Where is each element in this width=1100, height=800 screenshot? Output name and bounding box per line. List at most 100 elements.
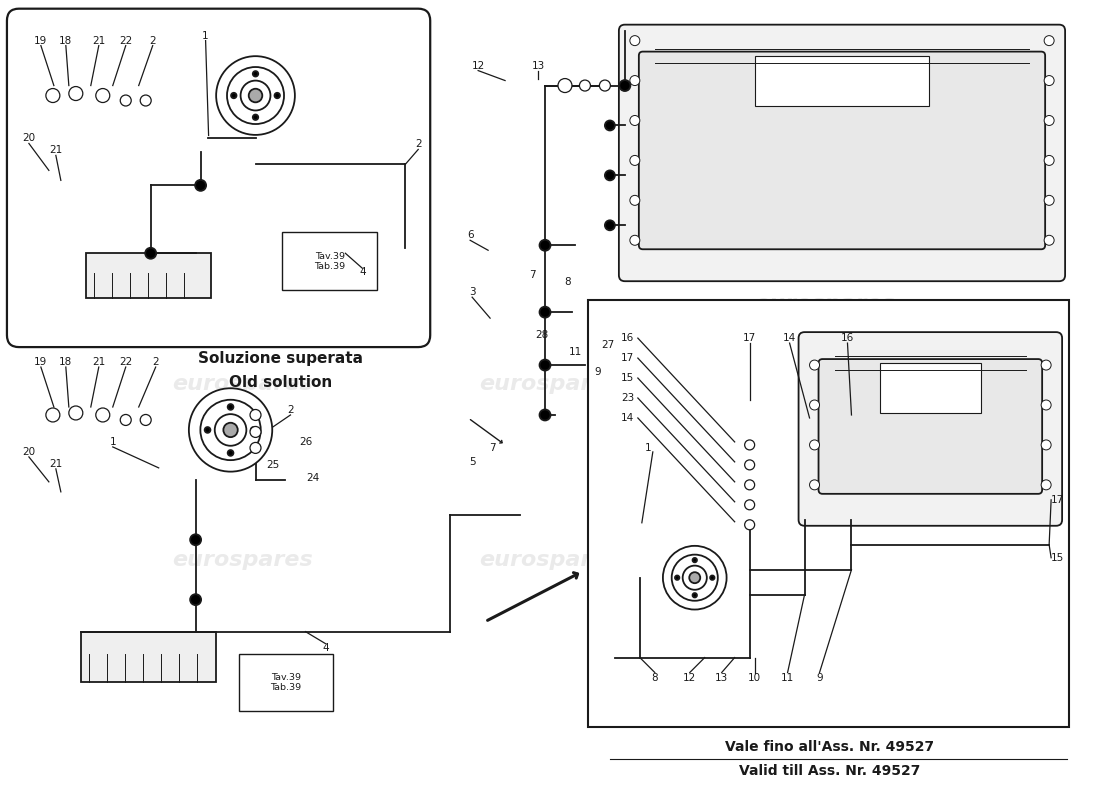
Circle shape [711, 575, 715, 580]
Text: 14: 14 [621, 413, 635, 423]
Text: 28: 28 [536, 330, 549, 340]
Circle shape [630, 235, 640, 246]
Circle shape [630, 155, 640, 166]
Circle shape [251, 427, 256, 433]
Circle shape [195, 180, 206, 191]
Circle shape [605, 121, 615, 130]
Text: 22: 22 [119, 357, 132, 367]
Circle shape [140, 414, 151, 426]
Circle shape [227, 67, 284, 124]
Text: 19: 19 [34, 357, 47, 367]
Circle shape [539, 410, 550, 421]
Text: 20: 20 [22, 134, 35, 143]
Bar [755, 55, 928, 106]
Circle shape [675, 575, 680, 580]
Circle shape [205, 427, 210, 433]
Circle shape [1041, 360, 1052, 370]
Circle shape [630, 195, 640, 206]
Circle shape [558, 78, 572, 93]
Circle shape [693, 558, 697, 562]
Text: 21: 21 [50, 459, 63, 469]
Circle shape [539, 306, 550, 318]
Text: Soluzione superata: Soluzione superata [198, 350, 363, 366]
Text: eurospares: eurospares [480, 374, 620, 394]
Circle shape [693, 593, 697, 598]
Circle shape [672, 554, 718, 601]
Text: 26: 26 [299, 437, 312, 447]
Text: 1: 1 [109, 437, 117, 447]
Circle shape [745, 440, 755, 450]
Text: 4: 4 [359, 267, 365, 278]
Text: 11: 11 [569, 347, 582, 357]
Circle shape [46, 408, 59, 422]
Circle shape [140, 95, 151, 106]
Circle shape [539, 240, 550, 250]
Circle shape [96, 408, 110, 422]
Circle shape [216, 56, 295, 135]
Text: 12: 12 [683, 673, 696, 682]
Text: eurospares: eurospares [755, 454, 895, 474]
Text: 2: 2 [415, 139, 421, 150]
Text: 2: 2 [287, 405, 294, 415]
Text: 21: 21 [50, 146, 63, 155]
FancyBboxPatch shape [619, 25, 1065, 282]
Bar [587, 300, 1069, 727]
Text: 8: 8 [564, 278, 571, 287]
Text: 19: 19 [34, 36, 47, 46]
Circle shape [683, 566, 707, 590]
Circle shape [69, 406, 82, 420]
Circle shape [1044, 75, 1054, 86]
Bar [80, 631, 216, 682]
Circle shape [223, 422, 238, 437]
Text: 16: 16 [621, 333, 635, 343]
Circle shape [1044, 36, 1054, 46]
Circle shape [46, 89, 59, 102]
Text: 1: 1 [645, 443, 651, 453]
Text: 15: 15 [621, 373, 635, 383]
Text: 23: 23 [621, 393, 635, 403]
Circle shape [1044, 115, 1054, 126]
Circle shape [1044, 195, 1054, 206]
Text: 14: 14 [783, 333, 796, 343]
Text: 15: 15 [1050, 553, 1064, 562]
Text: 4: 4 [322, 642, 329, 653]
Circle shape [1041, 400, 1052, 410]
Circle shape [539, 359, 550, 370]
Circle shape [241, 81, 271, 110]
Circle shape [619, 80, 630, 91]
Text: 6: 6 [466, 230, 473, 240]
Circle shape [1044, 235, 1054, 246]
Text: 21: 21 [92, 36, 106, 46]
Circle shape [1044, 155, 1054, 166]
Circle shape [745, 460, 755, 470]
Circle shape [190, 534, 201, 546]
Text: eurospares: eurospares [173, 550, 312, 570]
Circle shape [605, 220, 615, 230]
Circle shape [145, 248, 156, 258]
Circle shape [200, 400, 261, 460]
Text: 17: 17 [742, 333, 757, 343]
Text: 3: 3 [469, 287, 475, 297]
Text: Valid till Ass. Nr. 49527: Valid till Ass. Nr. 49527 [739, 764, 921, 778]
Circle shape [810, 360, 820, 370]
Text: 13: 13 [531, 61, 544, 70]
Circle shape [253, 71, 258, 77]
Circle shape [605, 170, 615, 180]
Text: 18: 18 [59, 36, 73, 46]
Text: Tav.39
Tab.39: Tav.39 Tab.39 [315, 251, 345, 271]
Text: 18: 18 [59, 357, 73, 367]
Circle shape [231, 93, 236, 98]
Circle shape [96, 89, 110, 102]
Circle shape [228, 404, 233, 410]
Text: 27: 27 [602, 340, 615, 350]
Text: 9: 9 [595, 367, 602, 377]
Circle shape [250, 442, 261, 454]
Circle shape [1041, 480, 1052, 490]
Circle shape [120, 414, 131, 426]
Text: 2: 2 [153, 357, 159, 367]
Text: eurospares: eurospares [755, 294, 895, 314]
Text: 2: 2 [150, 36, 156, 46]
FancyBboxPatch shape [7, 9, 430, 347]
Text: 21: 21 [92, 357, 106, 367]
Text: 20: 20 [22, 447, 35, 457]
